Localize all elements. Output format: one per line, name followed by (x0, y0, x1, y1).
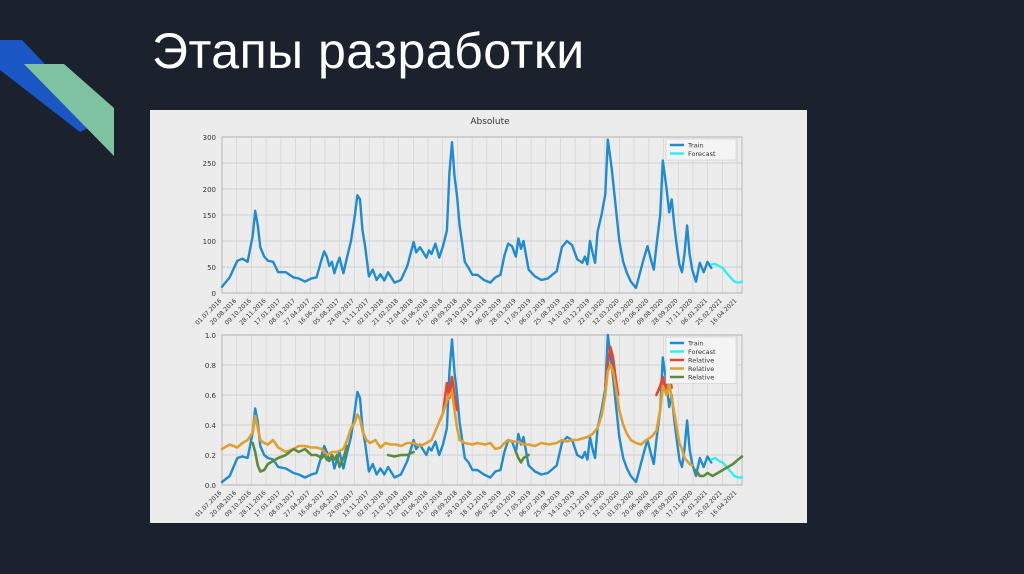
chart-relative: 0.00.20.40.60.81.001.07.201620.08.201609… (194, 332, 744, 519)
legend-label: Forecast (688, 348, 716, 356)
plot-area (221, 136, 743, 294)
series-line-train-0 (220, 333, 713, 484)
series-line-relative-3 (220, 363, 694, 467)
chart-panel: Absolute 0 50 100 150 200 250 300 01.07.2016 20.… (150, 110, 807, 523)
y-tick-label: 150 (203, 212, 216, 220)
y-tick-label: 250 (203, 160, 216, 168)
deco-green-stripe (24, 64, 114, 156)
y-tick-label: 200 (203, 186, 216, 194)
legend-label: Relative (688, 357, 714, 365)
legend-label: Relative (688, 374, 714, 382)
series-line-train-0 (220, 138, 713, 289)
y-tick-label: 300 (203, 134, 216, 142)
series-line-relative-4 (514, 450, 530, 464)
y-tick-label: 0.6 (205, 392, 217, 400)
slide-title: Этапы разработки (152, 23, 585, 79)
chart-svg: Absolute 05010015020025030001.07.201620.… (194, 117, 744, 519)
series-line-relative-4 (386, 450, 415, 458)
series-line-relative-4 (694, 455, 744, 478)
y-tick-label: 1.0 (205, 332, 216, 340)
legend-label: Train (687, 142, 704, 150)
chart-title: Absolute (470, 117, 510, 127)
corner-decoration (0, 40, 114, 156)
legend-label: Forecast (688, 150, 716, 158)
y-tick-label: 0.8 (205, 362, 216, 370)
y-tick-label: 0.4 (205, 422, 217, 430)
series-line-relative-4 (251, 441, 349, 473)
y-tick-label: 0 (212, 290, 216, 298)
legend-label: Train (687, 340, 704, 348)
series-line-forecast-1 (710, 262, 744, 284)
series-line-relative-2 (604, 345, 620, 397)
y-tick-label: 100 (203, 238, 216, 246)
chart-absolute: Absolute 05010015020025030001.07.201620.… (194, 117, 744, 327)
plot-area (221, 334, 743, 486)
y-tick-label: 0.0 (205, 482, 216, 490)
y-tick-label: 50 (207, 264, 216, 272)
legend-label: Relative (688, 365, 714, 373)
y-tick-label: 0.2 (205, 452, 216, 460)
